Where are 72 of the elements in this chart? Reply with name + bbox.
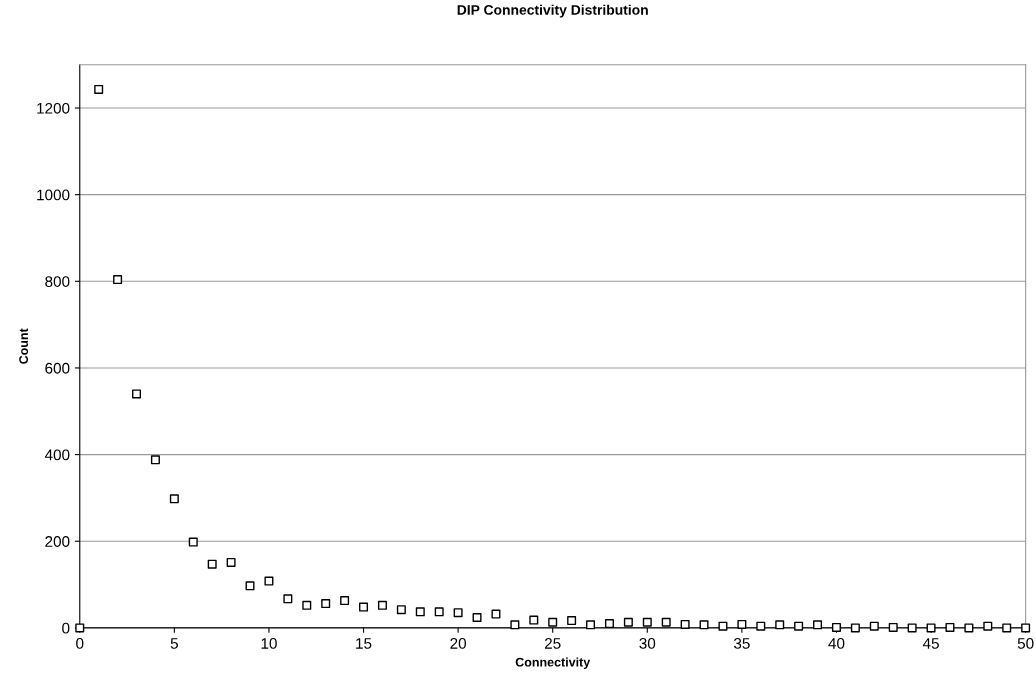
point [945,622,955,632]
x-tick-label: 10 [261,638,277,649]
point [207,559,217,569]
point [415,607,425,617]
y-tick-label: 0 [62,622,70,634]
point [623,617,633,627]
y-axis-title: Count [19,328,29,364]
point [964,623,974,633]
x-tick-label: 50 [1017,638,1034,649]
point [434,607,444,617]
point [472,612,482,622]
x-tick-label: 25 [544,638,561,649]
point [1021,623,1031,633]
point [567,616,577,626]
point [661,617,671,627]
chart-title: DIP Connectivity Distribution [457,4,648,18]
x-tick-label: 0 [76,638,84,649]
y-tick-label: 400 [44,449,70,461]
point [586,620,596,630]
point [132,389,142,399]
point [359,602,369,612]
x-tick-label: 15 [356,638,372,649]
point [169,494,179,504]
x-tick-label: 35 [733,638,750,649]
y-tick-label: 800 [45,276,70,287]
point [604,619,614,629]
point [756,621,766,631]
point [907,623,917,633]
point [113,275,123,285]
point [794,621,804,631]
point [680,619,690,629]
y-tick-label: 600 [45,362,70,374]
point [850,623,860,633]
x-tick-label: 30 [639,638,656,649]
point [245,581,255,591]
point [813,620,823,630]
point [888,622,898,632]
point [396,605,406,615]
y-tick-label: 200 [45,536,70,547]
x-tick-label: 40 [828,638,845,649]
point [453,608,463,618]
x-axis-title: Connectivity [515,657,591,670]
point [737,619,747,629]
point [983,621,993,631]
point [283,594,293,604]
point [775,620,785,630]
point [491,609,501,619]
point [150,455,160,465]
x-tick-label: 45 [922,638,939,649]
point [529,615,539,625]
y-tick-label: 1000 [37,189,70,201]
x-tick-label: 5 [170,638,178,649]
point [1002,623,1012,633]
point [510,620,520,630]
point [226,557,236,567]
point [699,620,709,630]
point [548,617,558,627]
point [340,596,350,606]
point [869,621,879,631]
x-tick-label: 20 [450,638,467,649]
point [321,599,331,609]
point [377,600,387,610]
point [302,600,312,610]
y-tick-label: 1200 [37,102,70,114]
point [642,617,652,627]
point [831,622,841,632]
point [188,537,198,547]
point [94,84,104,94]
point [264,576,274,586]
point [718,621,728,631]
point [926,623,936,633]
point [75,623,85,633]
